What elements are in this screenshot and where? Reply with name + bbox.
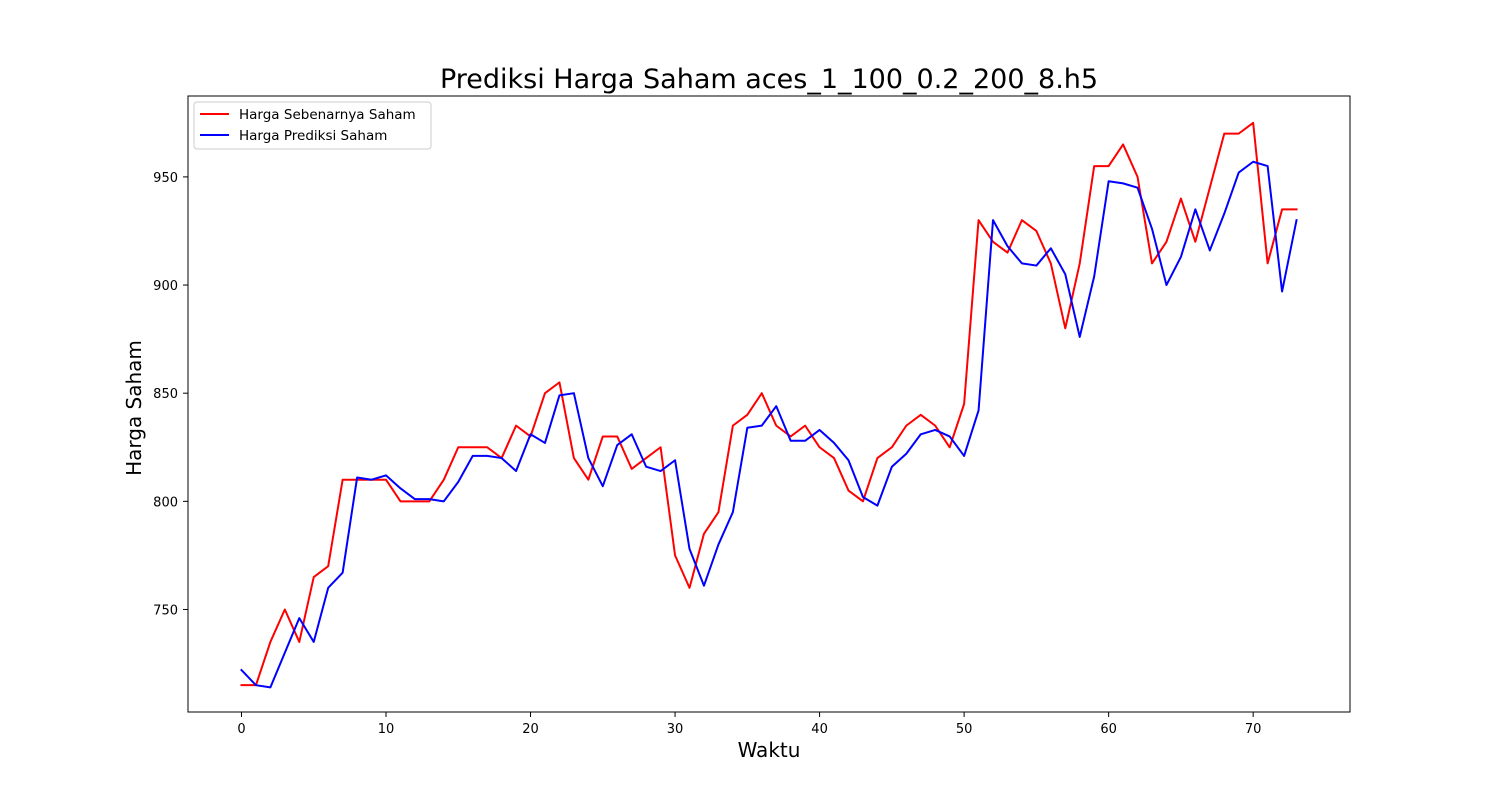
chart-title: Prediksi Harga Saham aces_1_100_0.2_200_… (440, 64, 1098, 95)
legend-label-predicted: Harga Prediksi Saham (239, 128, 387, 144)
legend-label-actual: Harga Sebenarnya Saham (239, 107, 416, 123)
x-tick-label: 30 (667, 722, 684, 737)
x-axis-ticks: 0 10 20 30 40 50 60 70 (237, 712, 1261, 737)
legend-box (193, 101, 432, 150)
y-tick-label: 850 (153, 387, 178, 402)
y-tick-label: 750 (153, 603, 178, 618)
y-tick-label: 950 (153, 171, 178, 186)
legend: Harga Sebenarnya Saham Harga Prediksi Sa… (193, 101, 432, 150)
plot-area-frame (187, 95, 1351, 713)
x-tick-label: 20 (522, 722, 539, 737)
series-line-predicted (240, 160, 1298, 689)
y-axis-label: Harga Saham (122, 340, 146, 476)
y-tick-label: 800 (153, 495, 178, 510)
y-tick-label: 900 (153, 279, 178, 294)
x-axis-label: Waktu (738, 738, 801, 762)
x-tick-label: 40 (811, 722, 828, 737)
x-tick-label: 0 (237, 722, 245, 737)
y-axis-ticks: 750 800 850 900 950 (153, 171, 188, 618)
series-line-actual (240, 121, 1298, 687)
x-tick-label: 10 (378, 722, 395, 737)
x-tick-label: 50 (956, 722, 973, 737)
x-tick-label: 70 (1245, 722, 1262, 737)
series-group (240, 121, 1298, 689)
x-tick-label: 60 (1100, 722, 1117, 737)
